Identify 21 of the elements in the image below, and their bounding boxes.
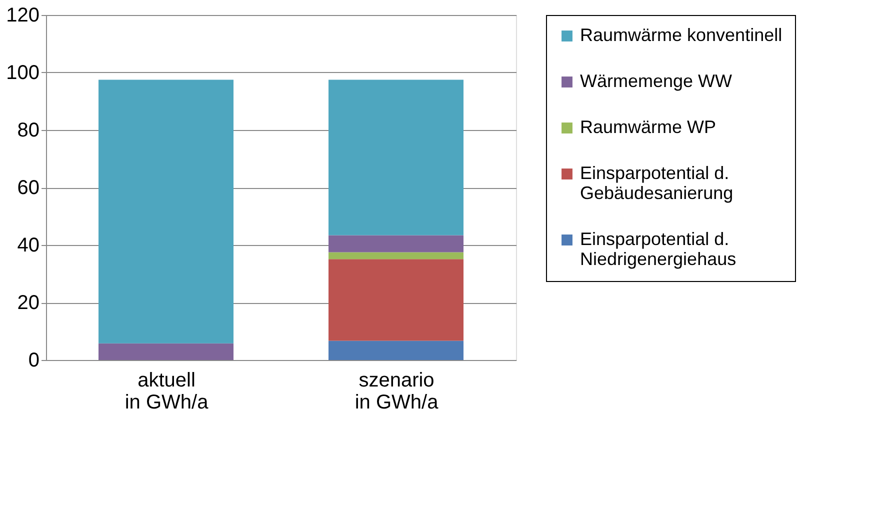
y-tick-label: 0 (28, 350, 40, 372)
bar (328, 80, 464, 236)
legend-label: Raumwärme konventinell (580, 25, 782, 45)
y-tick-label: 120 (6, 4, 40, 26)
bar (328, 340, 464, 360)
legend-label: Wärmemenge WW (580, 71, 732, 91)
x-tick-label: aktuell in GWh/a (124, 370, 210, 414)
bar (328, 252, 464, 260)
y-tick-label: 100 (6, 62, 40, 84)
legend-label: Raumwärme WP (580, 117, 716, 137)
bar (98, 343, 234, 360)
y-tick-label: 60 (17, 177, 40, 199)
y-tick-label: 40 (17, 234, 40, 256)
bar (328, 259, 464, 341)
legend-label: Einsparpotential d. Niedrigenergiehaus (580, 229, 736, 269)
y-tick-label: 80 (17, 120, 40, 142)
bar (98, 80, 234, 344)
y-tick-label: 20 (17, 292, 40, 314)
bar (328, 235, 464, 252)
legend-label: Einsparpotential d. Gebäudesanierung (580, 163, 734, 203)
x-tick-label: szenario in GWh/a (354, 370, 440, 414)
